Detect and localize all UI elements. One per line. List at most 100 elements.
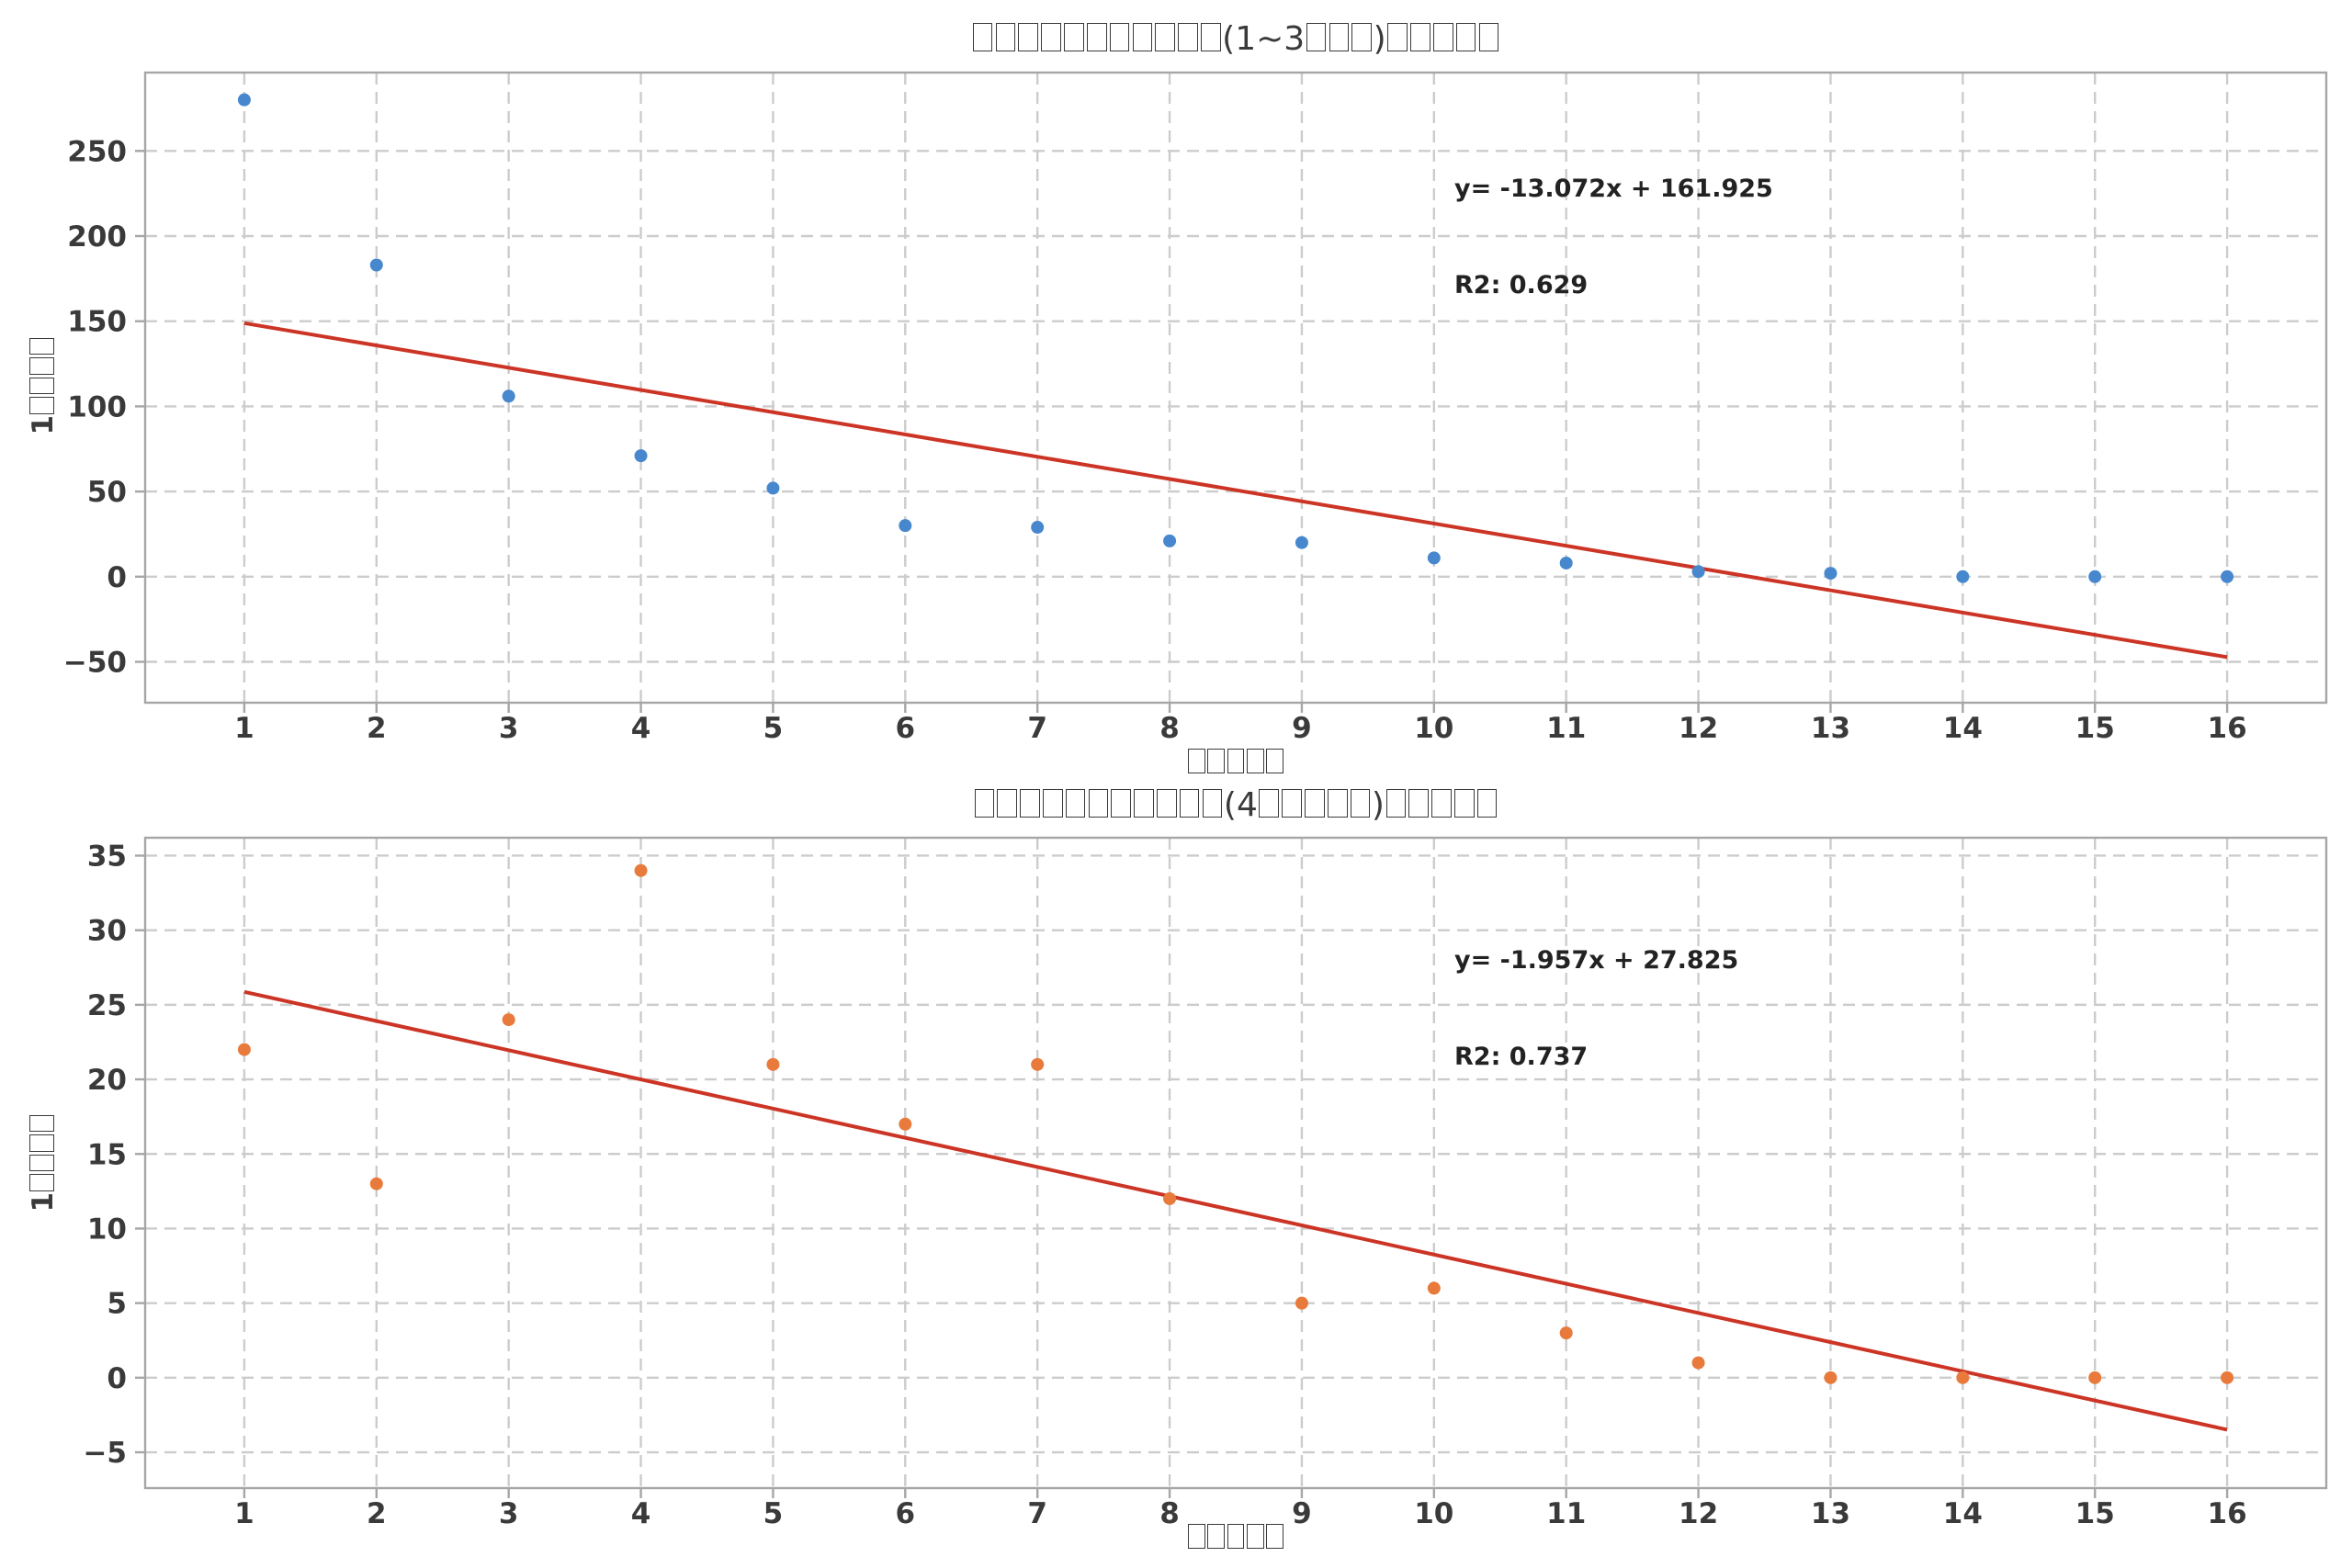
y-tick-label: 5: [107, 1288, 127, 1321]
missing-glyph-box: [1431, 789, 1452, 818]
missing-glyph-box: [1327, 789, 1348, 818]
x-tick-label: 6: [896, 1497, 916, 1530]
scatter-point: [1824, 567, 1838, 581]
missing-glyph-box: [29, 396, 54, 414]
missing-glyph-box: [1111, 789, 1132, 818]
missing-glyph-box: [1065, 789, 1086, 818]
x-tick-label: 3: [499, 1497, 519, 1530]
missing-glyph-box: [1266, 749, 1284, 773]
missing-glyph-box: [29, 337, 54, 355]
y-tick-label: −5: [83, 1437, 127, 1470]
missing-glyph-box: [1207, 749, 1225, 773]
x-tick-label: 5: [763, 1497, 784, 1530]
missing-glyph-box: [1385, 789, 1407, 818]
missing-glyph-box: [29, 1154, 54, 1172]
y-tick-label: 100: [67, 390, 127, 423]
x-tick-label: 11: [1546, 712, 1586, 745]
missing-glyph-box: [1187, 749, 1205, 773]
y-tick-label: −50: [63, 647, 127, 680]
y-tick-label: 0: [107, 561, 127, 594]
x-tick-label: 6: [896, 712, 916, 745]
scatter-point: [237, 1043, 251, 1056]
x-tick-label: 9: [1292, 712, 1312, 745]
scatter-point: [766, 1057, 780, 1071]
plot-border: [143, 71, 2328, 705]
scatter-point: [1295, 1296, 1308, 1310]
scatter-point: [2088, 1371, 2102, 1384]
scatter-point: [1956, 570, 1970, 583]
x-tick-label: 3: [499, 712, 519, 745]
y-tick-label: 0: [107, 1362, 127, 1395]
x-tick-label: 8: [1159, 1497, 1180, 1530]
scatter-point: [369, 258, 383, 272]
missing-glyph-box: [29, 357, 54, 375]
x-tick-label: 16: [2208, 1497, 2247, 1530]
scatter-point: [1691, 565, 1705, 579]
missing-glyph-box: [1187, 1524, 1205, 1549]
scatter-point: [1691, 1356, 1705, 1370]
chart1-title: (1~3): [145, 20, 2326, 58]
missing-glyph-box: [974, 789, 995, 818]
missing-glyph-box: [29, 1114, 54, 1133]
y-tick-label: 50: [87, 476, 127, 509]
scatter-point: [369, 1177, 383, 1190]
missing-glyph-box: [29, 1134, 54, 1152]
y-tick-label: 150: [67, 306, 127, 339]
x-tick-label: 2: [367, 712, 387, 745]
missing-glyph-box: [1134, 789, 1154, 818]
x-tick-label: 13: [1811, 1497, 1850, 1530]
missing-glyph-box: [1227, 1524, 1245, 1549]
missing-glyph-box: [1041, 23, 1061, 52]
chart2-fit-equation: y= -1.957x + 27.825: [1454, 946, 1739, 975]
scatter-point: [1427, 1281, 1441, 1295]
plot-border: [143, 836, 2328, 1490]
x-tick-label: 15: [2075, 1497, 2115, 1530]
scatter-point: [502, 1013, 515, 1027]
scatter-point: [2221, 1371, 2234, 1384]
x-tick-label: 16: [2208, 712, 2247, 745]
missing-glyph-box: [1227, 749, 1245, 773]
missing-glyph-box: [1410, 23, 1430, 52]
missing-glyph-box: [1200, 23, 1221, 52]
x-tick-label: 11: [1546, 1497, 1586, 1530]
missing-glyph-box: [1178, 23, 1198, 52]
scatter-point: [1163, 534, 1177, 547]
chart2-x-axis-label: [145, 1521, 2326, 1554]
x-tick-label: 7: [1027, 1497, 1047, 1530]
missing-glyph-box: [1305, 789, 1325, 818]
missing-glyph-box: [1282, 789, 1302, 818]
missing-glyph-box: [1351, 23, 1373, 52]
scatter-point: [634, 449, 648, 463]
scatter-point: [1559, 1326, 1573, 1340]
chart1-r-squared: R2: 0.629: [1454, 271, 1589, 299]
missing-glyph-box: [1454, 789, 1475, 818]
trend-line: [243, 321, 2228, 660]
x-tick-label: 10: [1414, 1497, 1453, 1530]
x-tick-label: 2: [367, 1497, 387, 1530]
y-tick-label: 25: [87, 989, 127, 1022]
chart1-fit-annotation: y= -13.072x + 161.925 R2: 0.629: [1454, 108, 1773, 366]
x-tick-label: 14: [1943, 712, 1983, 745]
missing-glyph-box: [1259, 789, 1280, 818]
missing-glyph-box: [1408, 789, 1429, 818]
scatter-point: [1163, 1191, 1177, 1205]
missing-glyph-box: [1432, 23, 1453, 52]
x-tick-label: 4: [631, 1497, 651, 1530]
scatter-point: [634, 863, 648, 877]
chart1-fit-equation: y= -13.072x + 161.925: [1454, 175, 1773, 203]
scatter-point: [899, 519, 912, 533]
y-tick-label: 250: [67, 135, 127, 168]
x-tick-label: 12: [1679, 1497, 1718, 1530]
chart2-y-axis-label: 1: [27, 979, 63, 1347]
chart1-x-axis-label: [145, 746, 2326, 779]
scatter-point: [1031, 1057, 1045, 1071]
missing-glyph-box: [1247, 1524, 1264, 1549]
missing-glyph-box: [1018, 23, 1039, 52]
missing-glyph-box: [1266, 1524, 1284, 1549]
x-tick-label: 8: [1159, 712, 1180, 745]
missing-glyph-box: [1207, 1524, 1225, 1549]
missing-glyph-box: [1157, 789, 1177, 818]
